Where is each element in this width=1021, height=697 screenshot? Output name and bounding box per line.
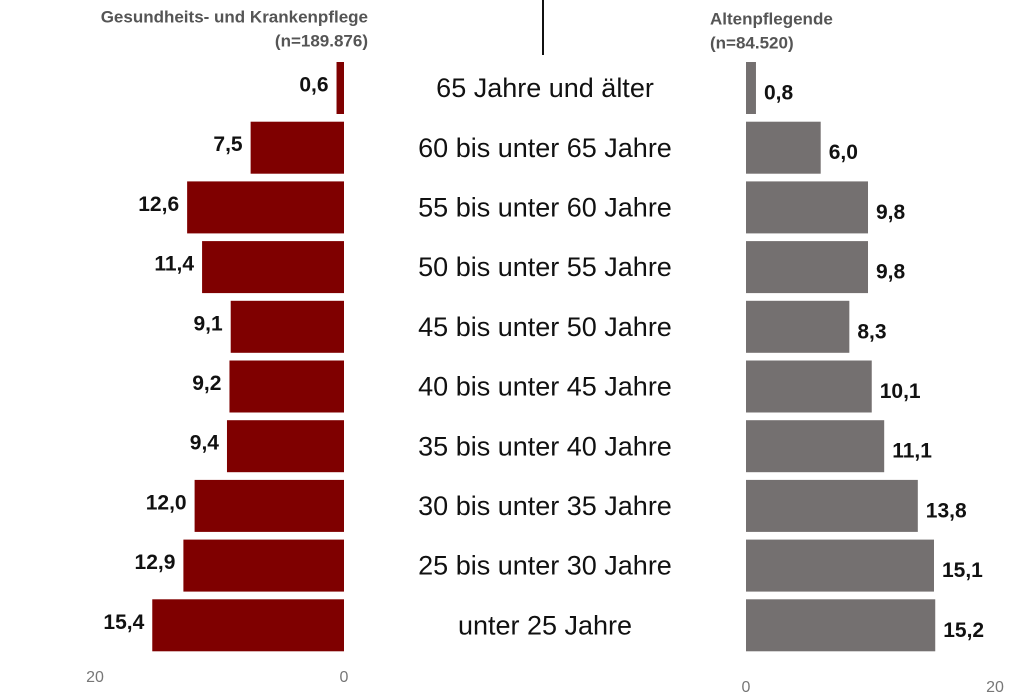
left-title: Gesundheits- und Krankenpflege (101, 7, 368, 26)
bar (152, 599, 344, 652)
value-label: 12,9 (135, 551, 176, 574)
left-subtitle: (n=189.876) (275, 31, 368, 50)
category-label: 45 bis unter 50 Jahre (418, 312, 672, 342)
x-tick-label: 20 (86, 669, 104, 686)
value-label: 15,1 (942, 559, 983, 582)
value-label: 12,0 (146, 491, 187, 514)
category-label: 30 bis unter 35 Jahre (418, 491, 672, 521)
category-label: 65 Jahre und älter (436, 73, 654, 103)
bar (746, 420, 885, 473)
value-label: 9,1 (194, 312, 224, 335)
value-label: 10,1 (880, 380, 921, 403)
category-label: 50 bis unter 55 Jahre (418, 252, 672, 282)
bar (746, 241, 869, 294)
value-label: 9,4 (190, 432, 220, 455)
value-label: 9,8 (876, 201, 906, 224)
bar (187, 181, 344, 234)
bar (336, 62, 344, 114)
bar (746, 62, 756, 114)
value-label: 7,5 (213, 133, 243, 156)
bar (746, 360, 872, 413)
bar (194, 479, 344, 532)
value-label: 15,4 (103, 611, 144, 634)
value-label: 12,6 (138, 193, 179, 216)
category-label: 25 bis unter 30 Jahre (418, 551, 672, 581)
bar (183, 539, 344, 592)
bar (230, 300, 344, 353)
value-label: 8,3 (857, 320, 886, 343)
bar (202, 241, 344, 294)
value-label: 9,8 (876, 261, 906, 284)
right-subtitle: (n=84.520) (710, 33, 794, 52)
x-tick-label: 20 (986, 679, 1004, 696)
category-label: 35 bis unter 40 Jahre (418, 431, 672, 461)
value-label: 11,1 (892, 440, 932, 463)
value-label: 0,6 (299, 74, 328, 97)
value-label: 11,4 (154, 253, 194, 276)
bar (226, 420, 344, 473)
value-label: 0,8 (764, 82, 794, 105)
x-tick-label: 0 (742, 679, 751, 696)
value-label: 13,8 (926, 499, 967, 522)
x-tick-label: 0 (340, 669, 349, 686)
value-label: 9,2 (192, 372, 221, 395)
category-label: 55 bis unter 60 Jahre (418, 193, 672, 223)
bar (746, 181, 869, 234)
bar (746, 539, 934, 592)
bar (746, 300, 850, 353)
bar (229, 360, 344, 413)
category-label: 40 bis unter 45 Jahre (418, 372, 672, 402)
value-label: 6,0 (829, 141, 858, 164)
value-label: 15,2 (943, 619, 984, 642)
bar (746, 121, 821, 174)
category-label: 60 bis unter 65 Jahre (418, 133, 672, 163)
bar (250, 121, 344, 174)
bar (746, 479, 918, 532)
bar (746, 599, 936, 652)
category-label: unter 25 Jahre (458, 610, 632, 640)
right-title: Altenpflegende (710, 9, 833, 28)
